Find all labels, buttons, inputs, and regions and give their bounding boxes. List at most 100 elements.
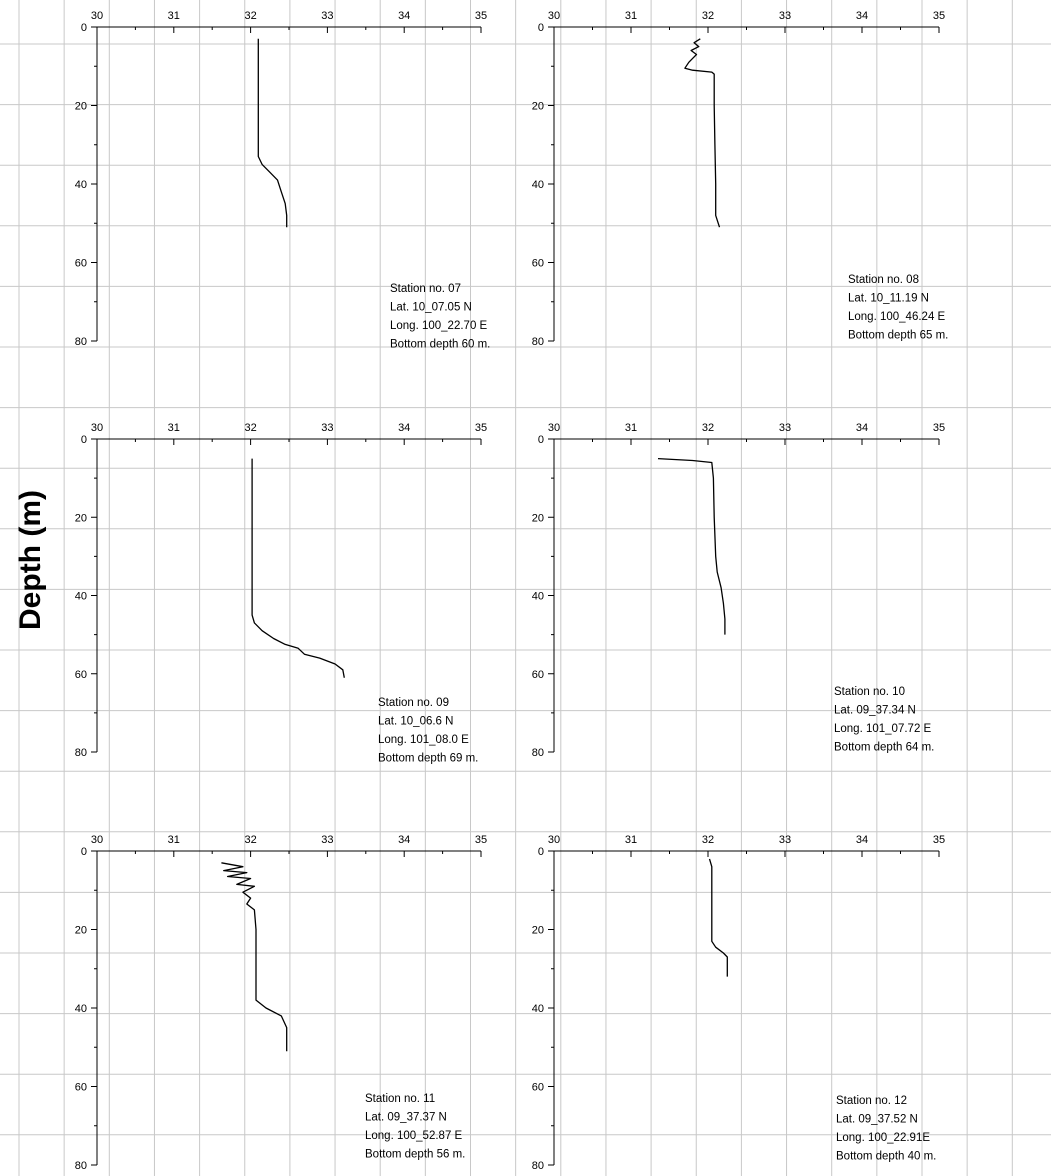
- y-tick-label: 0: [538, 846, 544, 858]
- y-tick-label: 20: [75, 101, 87, 113]
- x-tick-label: 33: [779, 834, 791, 846]
- y-tick-label: 20: [532, 512, 544, 524]
- latitude-label: Lat. 09_37.37 N: [365, 1112, 447, 1124]
- station-label: Station no. 11: [365, 1093, 435, 1105]
- x-tick-label: 34: [398, 834, 410, 846]
- x-tick-label: 33: [321, 10, 333, 22]
- y-axis-title: Depth (m): [14, 490, 47, 630]
- profile-panel: 30 31 32 33 34 35 0 20 40 60 80 Station no. 11 Lat. …: [75, 834, 487, 1172]
- profile-line: [708, 858, 728, 977]
- x-tick-label: 31: [625, 10, 637, 22]
- x-tick-label: 31: [168, 834, 180, 846]
- y-tick-label: 40: [75, 179, 87, 191]
- y-tick-label: 0: [81, 846, 87, 858]
- y-tick-label: 80: [532, 1160, 544, 1172]
- y-tick-label: 40: [532, 1003, 544, 1015]
- bottom-depth-label: Bottom depth 56 m.: [365, 1149, 465, 1161]
- x-tick-label: 30: [91, 10, 103, 22]
- y-tick-label: 60: [75, 1082, 87, 1094]
- station-label: Station no. 08: [848, 274, 919, 286]
- x-tick-label: 35: [475, 422, 487, 434]
- y-tick-label: 80: [75, 747, 87, 759]
- bottom-depth-label: Bottom depth 64 m.: [834, 742, 934, 754]
- x-tick-label: 35: [933, 422, 945, 434]
- x-tick-label: 32: [702, 10, 714, 22]
- x-tick-label: 31: [168, 10, 180, 22]
- x-tick-label: 32: [244, 834, 256, 846]
- x-tick-label: 32: [244, 422, 256, 434]
- x-tick-label: 33: [779, 422, 791, 434]
- x-tick-label: 35: [933, 834, 945, 846]
- y-tick-label: 0: [538, 22, 544, 34]
- profile-panels: 30 31 32 33 34 35 0 20 40 60 80 Station no. 07 Lat. …: [75, 10, 949, 1172]
- x-tick-label: 35: [475, 10, 487, 22]
- profile-line: [657, 457, 726, 635]
- x-tick-label: 33: [321, 422, 333, 434]
- longitude-label: Long. 100_22.70 E: [390, 320, 488, 332]
- longitude-label: Long. 100_22.91E: [836, 1132, 930, 1144]
- x-tick-label: 34: [856, 10, 868, 22]
- profile-line: [251, 458, 345, 678]
- y-tick-label: 60: [75, 669, 87, 681]
- bottom-depth-label: Bottom depth 40 m.: [836, 1151, 936, 1163]
- latitude-label: Lat. 10_11.19 N: [848, 293, 929, 305]
- y-tick-label: 20: [75, 925, 87, 937]
- y-tick-label: 40: [75, 1003, 87, 1015]
- latitude-label: Lat. 09_37.34 N: [834, 705, 916, 717]
- y-tick-label: 60: [75, 258, 87, 270]
- station-label: Station no. 12: [836, 1095, 907, 1107]
- longitude-label: Long. 101_07.72 E: [834, 723, 932, 735]
- profile-panel: 30 31 32 33 34 35 0 20 40 60 80 Station no. 09 Lat. …: [75, 422, 487, 765]
- x-tick-label: 30: [548, 834, 560, 846]
- y-tick-label: 80: [75, 336, 87, 348]
- profile-panel: 30 31 32 33 34 35 0 20 40 60 80 Station no. 08 Lat. …: [532, 10, 949, 348]
- y-tick-label: 20: [75, 512, 87, 524]
- y-tick-label: 80: [532, 747, 544, 759]
- y-tick-label: 0: [81, 22, 87, 34]
- y-tick-label: 40: [532, 591, 544, 603]
- x-tick-label: 31: [625, 422, 637, 434]
- latitude-label: Lat. 10_07.05 N: [390, 302, 472, 314]
- profile-line: [257, 38, 288, 228]
- y-tick-label: 60: [532, 1082, 544, 1094]
- x-tick-label: 32: [244, 10, 256, 22]
- bottom-depth-label: Bottom depth 65 m.: [848, 330, 948, 342]
- y-tick-label: 0: [81, 434, 87, 446]
- x-tick-label: 31: [168, 422, 180, 434]
- y-tick-label: 40: [532, 179, 544, 191]
- profile-panel: 30 31 32 33 34 35 0 20 40 60 80 Station no. 07 Lat. …: [75, 10, 491, 351]
- x-tick-label: 35: [933, 10, 945, 22]
- x-tick-label: 30: [548, 422, 560, 434]
- x-tick-label: 34: [398, 422, 410, 434]
- station-label: Station no. 10: [834, 686, 905, 698]
- longitude-label: Long. 100_52.87 E: [365, 1130, 463, 1142]
- profile-panel: 30 31 32 33 34 35 0 20 40 60 80 Station no. 10 Lat. …: [532, 422, 945, 759]
- y-tick-label: 80: [75, 1160, 87, 1172]
- x-tick-label: 35: [475, 834, 487, 846]
- x-tick-label: 32: [702, 422, 714, 434]
- profile-panel: 30 31 32 33 34 35 0 20 40 60 80 Station no. 12 Lat. …: [532, 834, 945, 1172]
- x-tick-label: 32: [702, 834, 714, 846]
- x-tick-label: 34: [398, 10, 410, 22]
- station-label: Station no. 07: [390, 283, 461, 295]
- y-tick-label: 0: [538, 434, 544, 446]
- y-tick-label: 60: [532, 669, 544, 681]
- bottom-depth-label: Bottom depth 69 m.: [378, 753, 478, 765]
- longitude-label: Long. 100_46.24 E: [848, 311, 946, 323]
- bottom-depth-label: Bottom depth 60 m.: [390, 339, 490, 351]
- x-tick-label: 30: [91, 422, 103, 434]
- y-tick-label: 20: [532, 925, 544, 937]
- y-tick-label: 80: [532, 336, 544, 348]
- profile-line: [221, 862, 288, 1052]
- x-tick-label: 31: [625, 834, 637, 846]
- x-tick-label: 30: [548, 10, 560, 22]
- y-tick-label: 60: [532, 258, 544, 270]
- y-tick-label: 40: [75, 591, 87, 603]
- latitude-label: Lat. 10_06.6 N: [378, 716, 453, 728]
- longitude-label: Long. 101_08.0 E: [378, 734, 469, 746]
- x-tick-label: 34: [856, 422, 868, 434]
- x-tick-label: 33: [321, 834, 333, 846]
- x-tick-label: 34: [856, 834, 868, 846]
